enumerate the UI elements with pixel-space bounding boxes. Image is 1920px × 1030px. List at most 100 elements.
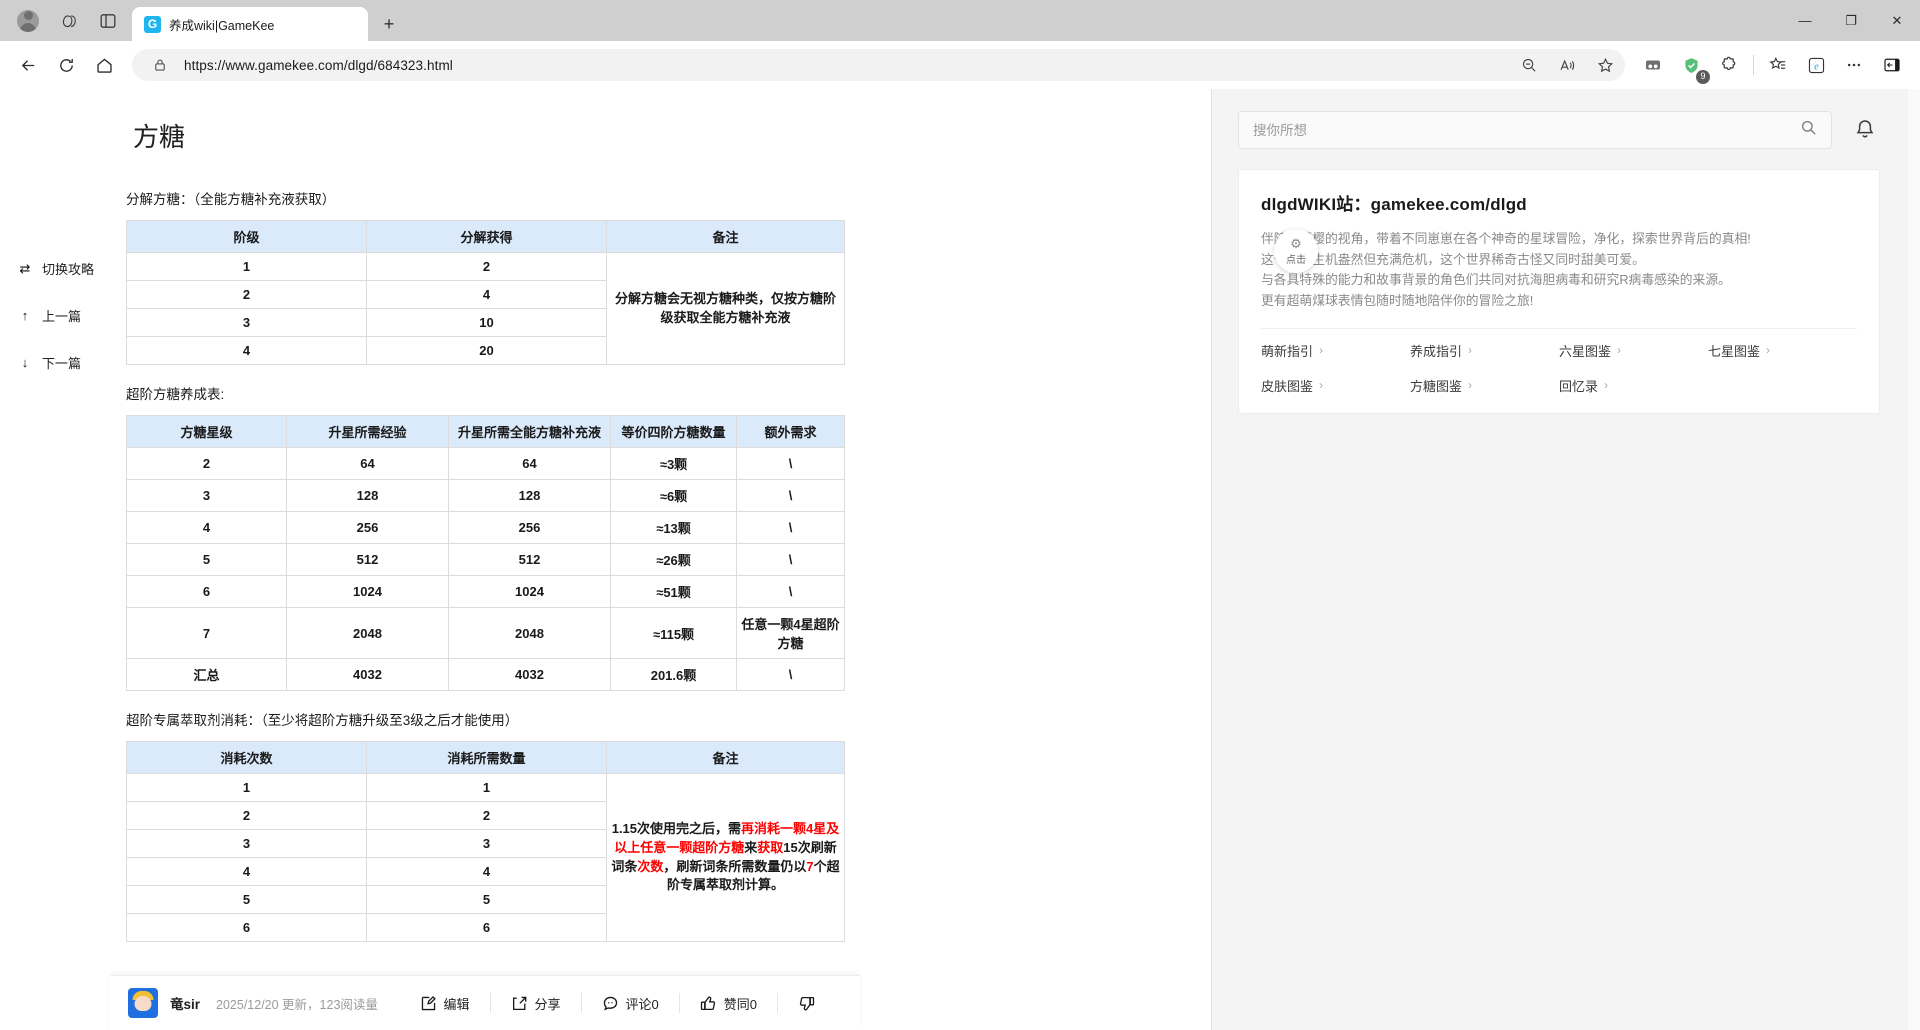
- vertical-tabs-icon: [100, 14, 116, 28]
- section-heading-3: 超阶专属萃取剂消耗：（至少将超阶方糖升级至3级之后才能使用）: [126, 713, 519, 728]
- like-label: 赞同0: [723, 996, 757, 1012]
- table-row: 5 512 512 ≈26颗 \: [126, 543, 845, 576]
- wiki-search-row: [1238, 111, 1880, 149]
- chevron-right-icon: ›: [1604, 378, 1609, 393]
- gear-icon: ⚙: [1290, 235, 1302, 251]
- edit-button[interactable]: 编辑: [400, 994, 490, 1013]
- chevron-right-icon: ›: [1319, 343, 1324, 358]
- tab-strip: G 养成wiki|GameKee + — ❐ ✕: [0, 0, 1920, 41]
- wiki-link-label: 皮肤图鉴: [1261, 378, 1314, 394]
- search-input[interactable]: [1253, 122, 1800, 138]
- sidenav-label: 切换攻略: [42, 262, 95, 277]
- cell-exp: 2048: [286, 607, 449, 659]
- cell-extra: \: [736, 479, 845, 512]
- col-remark: 备注: [606, 741, 845, 774]
- cell-exp: 256: [286, 511, 449, 544]
- cell-note: 分解方糖会无视方糖种类，仅按方糖阶级获取全能方糖补充液: [606, 252, 845, 365]
- wiki-link-grid: 萌新指引 › 养成指引 › 六星图鉴 › 七星图鉴 › 皮肤图鉴 › 方糖图鉴 › 回忆录 ›: [1261, 341, 1857, 395]
- copilot-icon: [62, 14, 76, 27]
- window-close-button[interactable]: ✕: [1891, 12, 1903, 28]
- comment-icon: [603, 996, 617, 1010]
- cell-tier: 3: [126, 308, 367, 337]
- edit-icon: [421, 995, 436, 1010]
- address-bar[interactable]: https://www.gamekee.com/dlgd/684323.html: [132, 49, 1625, 81]
- extensions-button[interactable]: [1711, 47, 1747, 83]
- col-tier: 阶级: [126, 220, 367, 253]
- table-header-row: 阶级 分解获得 备注: [126, 220, 845, 253]
- arrow-down-icon: ↓: [21, 355, 29, 370]
- split-screen-button[interactable]: [1635, 47, 1671, 83]
- profile-button[interactable]: [8, 1, 48, 41]
- col-amount: 消耗所需数量: [366, 741, 607, 774]
- cell-exp: 64: [286, 447, 449, 480]
- wiki-sidebar: dlgdWIKI站：gamekee.com/dlgd 伴随小落樱的视角，带着不同…: [1211, 89, 1908, 1030]
- wiki-link-5[interactable]: 方糖图鉴 ›: [1410, 376, 1559, 395]
- cell-equiv: ≈115颗: [610, 607, 737, 659]
- wiki-link-0[interactable]: 萌新指引 ›: [1261, 341, 1410, 360]
- wiki-card-description: 伴随小落樱的视角，带着不同崽崽在各个神奇的星球冒险，净化，探索世界背后的真相! …: [1261, 231, 1751, 309]
- col-equiv: 等价四阶方糖数量: [610, 415, 737, 448]
- cell-amount: 6: [366, 913, 607, 942]
- col-liquid: 升星所需全能方糖补充液: [448, 415, 611, 448]
- split-pane-button[interactable]: [88, 1, 128, 41]
- zoom-out-icon[interactable]: [1515, 51, 1543, 79]
- note-text: 15次刷新词条: [611, 839, 837, 874]
- sidenav-item-switch-guide[interactable]: ⇄ 切换攻略: [0, 259, 94, 278]
- tab-search-button[interactable]: [48, 1, 88, 41]
- share-label: 分享: [534, 996, 561, 1012]
- dislike-button[interactable]: [778, 995, 842, 1012]
- search-box[interactable]: [1238, 111, 1832, 149]
- bell-icon[interactable]: [1850, 115, 1880, 145]
- cell-liquid: 512: [448, 543, 611, 576]
- search-icon[interactable]: [1800, 119, 1817, 141]
- cell-times: 3: [126, 829, 367, 858]
- wiki-link-label: 回忆录: [1559, 378, 1599, 394]
- shield-extension-button[interactable]: 9: [1673, 47, 1710, 84]
- floating-settings-button[interactable]: ⚙ 点击: [1274, 229, 1318, 273]
- sidenav-item-next[interactable]: ↓ 下一篇: [0, 353, 81, 372]
- col-exp: 升星所需经验: [286, 415, 449, 448]
- wiki-link-1[interactable]: 养成指引 ›: [1410, 341, 1559, 360]
- avatar[interactable]: [128, 988, 158, 1018]
- comment-button[interactable]: 评论0: [582, 994, 679, 1013]
- article-container: 方糖 分解方糖：（全能方糖补充液获取） 阶级 分解获得 备注 1: [110, 89, 860, 944]
- share-button[interactable]: 分享: [491, 994, 581, 1013]
- ie-mode-button[interactable]: e: [1798, 47, 1834, 83]
- table-row: 6 1024 1024 ≈51颗 \: [126, 575, 845, 608]
- browser-tab[interactable]: G 养成wiki|GameKee: [132, 7, 368, 41]
- decompose-table: 阶级 分解获得 备注 1 2 分解方糖会无视方糖种类，仅按方糖阶级获取全能方糖补…: [126, 220, 845, 365]
- wiki-link-4[interactable]: 皮肤图鉴 ›: [1261, 376, 1410, 395]
- close-icon[interactable]: [336, 13, 358, 35]
- reload-button[interactable]: [48, 47, 84, 83]
- internet-explorer-icon: e: [1808, 57, 1824, 73]
- wiki-link-2[interactable]: 六星图鉴 ›: [1559, 341, 1708, 360]
- settings-more-button[interactable]: [1836, 47, 1872, 83]
- wiki-link-6[interactable]: 回忆录 ›: [1559, 376, 1708, 395]
- favorites-star-icon[interactable]: [1591, 51, 1619, 79]
- cell-equiv: ≈26颗: [610, 543, 737, 576]
- read-aloud-icon[interactable]: [1553, 51, 1581, 79]
- new-tab-button[interactable]: +: [383, 13, 395, 34]
- wiki-link-3[interactable]: 七星图鉴 ›: [1708, 341, 1857, 360]
- minimize-button[interactable]: —: [1798, 13, 1812, 28]
- cell-liquid: 1024: [448, 575, 611, 608]
- like-button[interactable]: 赞同0: [680, 994, 777, 1013]
- avatar-helmet: [132, 991, 154, 1000]
- sidebar-toggle-button[interactable]: [1874, 47, 1910, 83]
- arrow-up-icon: ↑: [21, 308, 29, 323]
- section-heading-1: 分解方糖：（全能方糖补充液获取）: [126, 192, 336, 207]
- home-button[interactable]: [86, 47, 122, 83]
- collections-button[interactable]: [1760, 47, 1796, 83]
- browser-toolbar: https://www.gamekee.com/dlgd/684323.html: [0, 41, 1920, 89]
- cell-tier: 2: [126, 280, 367, 309]
- cell-extra: \: [736, 575, 845, 608]
- author-name[interactable]: 竜sir: [170, 997, 201, 1012]
- sidenav-item-previous[interactable]: ↑ 上一篇: [0, 306, 81, 325]
- page-content: ⇄ 切换攻略 ↑ 上一篇 ↓ 下一篇 方糖 分解方糖：（全能方糖补充液获取）: [0, 89, 1920, 1030]
- back-button[interactable]: [10, 47, 46, 83]
- browser-scrollbar[interactable]: [1908, 89, 1920, 1030]
- lock-icon: [146, 51, 174, 79]
- maximize-button[interactable]: ❐: [1845, 12, 1857, 28]
- article-meta: 2025/12/20 更新，123阅读量: [216, 997, 378, 1012]
